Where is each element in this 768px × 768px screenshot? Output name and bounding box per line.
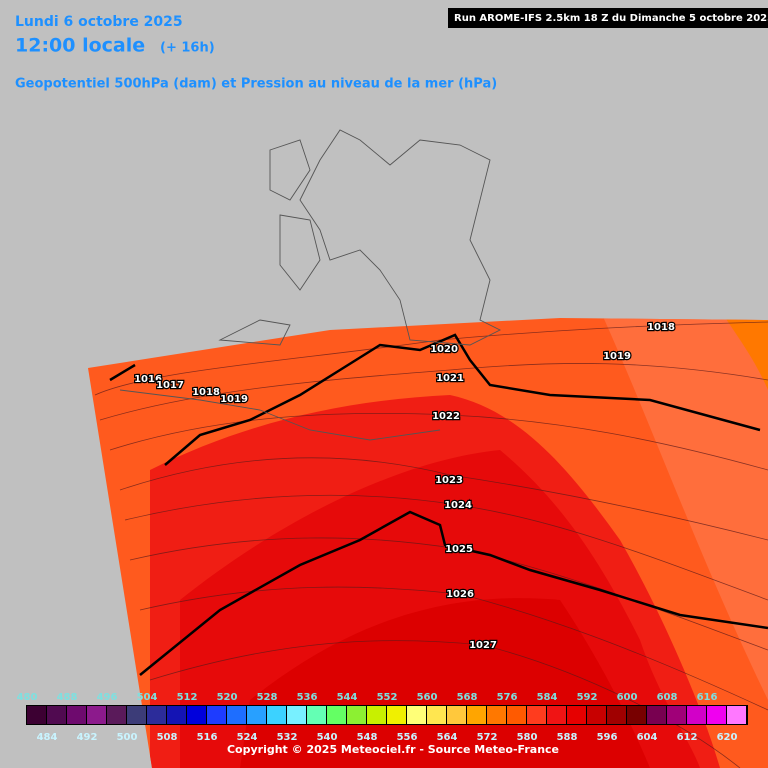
colorbar-cell (467, 706, 486, 724)
isobar-label: 1021 (436, 373, 464, 384)
colorbar-cell (207, 706, 226, 724)
colorbar-cell (287, 706, 306, 724)
colorbar-label: 528 (257, 692, 278, 703)
colorbar-cell (187, 706, 206, 724)
colorbar-cell (727, 706, 746, 724)
colorbar-cell (567, 706, 586, 724)
isobar-label: 1019 (603, 351, 631, 362)
colorbar-cell (647, 706, 666, 724)
colorbar-cell (107, 706, 126, 724)
colorbar-cell (667, 706, 686, 724)
colorbar-label: 544 (337, 692, 358, 703)
isobar-label: 1026 (446, 589, 474, 600)
colorbar-cell (47, 706, 66, 724)
isobar-label: 1027 (469, 640, 497, 651)
colorbar-cell (307, 706, 326, 724)
colorbar-label: 488 (57, 692, 78, 703)
copyright: Copyright © 2025 Meteociel.fr - Source M… (227, 743, 559, 756)
colorbar-label: 516 (197, 732, 218, 743)
colorbar-cell (27, 706, 46, 724)
colorbar-cell (627, 706, 646, 724)
run-info: Run AROME-IFS 2.5km 18 Z du Dimanche 5 o… (454, 13, 768, 24)
colorbar-cell (547, 706, 566, 724)
colorbar-label: 604 (637, 732, 658, 743)
colorbar-cell (147, 706, 166, 724)
colorbar-label: 588 (557, 732, 578, 743)
isobar-label: 1016 (134, 374, 162, 385)
colorbar-cell (407, 706, 426, 724)
colorbar-cell (367, 706, 386, 724)
pressure-field (88, 318, 768, 768)
colorbar-label: 568 (457, 692, 478, 703)
colorbar-label: 572 (477, 732, 498, 743)
colorbar-cell (247, 706, 266, 724)
time: 12:00 locale (15, 35, 145, 57)
isobar-label: 1020 (430, 344, 458, 355)
colorbar-label: 508 (157, 732, 178, 743)
colorbar-label: 580 (517, 732, 538, 743)
date: Lundi 6 octobre 2025 (15, 14, 183, 30)
isobar-label: 1022 (432, 411, 460, 422)
colorbar-label: 596 (597, 732, 618, 743)
isobar-label: 1025 (445, 544, 473, 555)
colorbar-cell (347, 706, 366, 724)
colorbar-cell (227, 706, 246, 724)
colorbar-label: 512 (177, 692, 198, 703)
colorbar-label: 520 (217, 692, 238, 703)
colorbar-cell (587, 706, 606, 724)
colorbar-cell (87, 706, 106, 724)
colorbar-label: 504 (137, 692, 158, 703)
colorbar-label: 484 (37, 732, 58, 743)
colorbar-label: 592 (577, 692, 598, 703)
colorbar-label: 524 (237, 732, 258, 743)
isobar-label: 1023 (435, 475, 463, 486)
colorbar-cell (67, 706, 86, 724)
colorbar-cell (687, 706, 706, 724)
isobar-label: 1018 (647, 322, 675, 333)
colorbar-label: 576 (497, 692, 518, 703)
colorbar-cell (507, 706, 526, 724)
colorbar-label: 540 (317, 732, 338, 743)
isobar-label: 1018 (192, 387, 220, 398)
run-box (448, 8, 768, 28)
colorbar-label: 496 (97, 692, 118, 703)
colorbar-label: 556 (397, 732, 418, 743)
colorbar-cell (327, 706, 346, 724)
colorbar-label: 500 (117, 732, 138, 743)
colorbar-label: 616 (697, 692, 718, 703)
colorbar-label: 612 (677, 732, 698, 743)
colorbar-label: 480 (17, 692, 38, 703)
isobar-label: 1017 (156, 380, 184, 391)
subtitle: Geopotentiel 500hPa (dam) et Pression au… (15, 77, 497, 92)
colorbar-cell (707, 706, 726, 724)
colorbar-label: 608 (657, 692, 678, 703)
colorbar-cell (427, 706, 446, 724)
colorbar-label: 600 (617, 692, 638, 703)
isobar-label: 1019 (220, 394, 248, 405)
colorbar-cell (487, 706, 506, 724)
geopotential-lines (109, 333, 768, 676)
colorbar-label: 564 (437, 732, 458, 743)
colorbar-cell (167, 706, 186, 724)
colorbar-cell (607, 706, 626, 724)
isobar-label: 1024 (444, 500, 472, 511)
colorbar-cell (527, 706, 546, 724)
colorbar-label: 620 (717, 732, 738, 743)
colorbar-label: 492 (77, 732, 98, 743)
colorbar-label: 584 (537, 692, 558, 703)
colorbar-label: 552 (377, 692, 398, 703)
colorbar-cell (127, 706, 146, 724)
lead-time: (+ 16h) (160, 41, 215, 56)
colorbar-label: 560 (417, 692, 438, 703)
coastlines (119, 129, 502, 441)
colorbar-label: 536 (297, 692, 318, 703)
colorbar-cell (447, 706, 466, 724)
colorbar-cell (387, 706, 406, 724)
colorbar-label: 548 (357, 732, 378, 743)
colorbar-label: 532 (277, 732, 298, 743)
colorbar-cell (267, 706, 286, 724)
